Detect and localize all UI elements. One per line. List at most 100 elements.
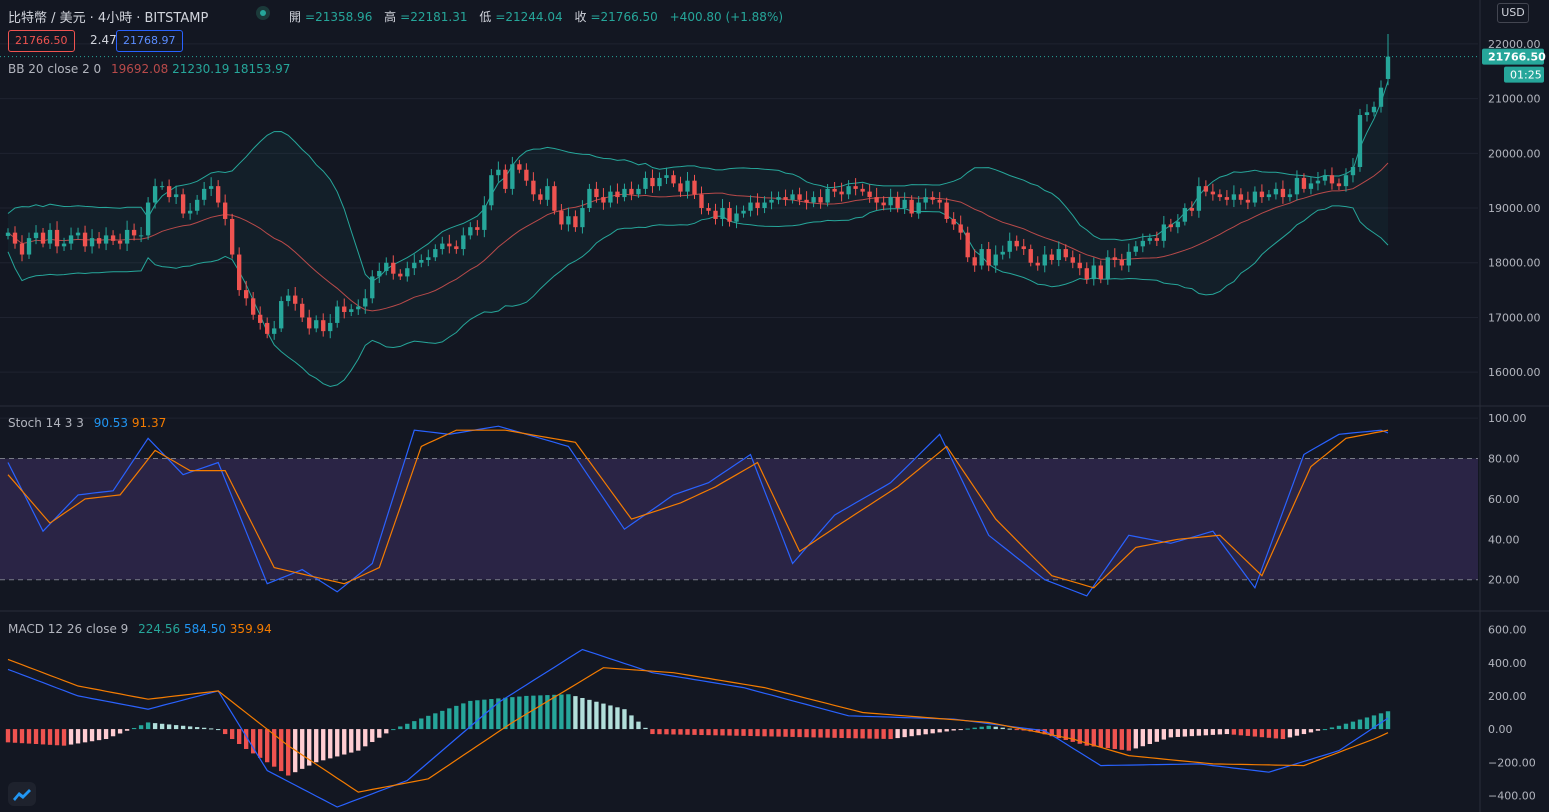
price-tick-label: 22000.00 (1488, 38, 1541, 51)
interval[interactable]: 4小時 (97, 11, 133, 26)
macd-histogram-bar (629, 715, 634, 730)
candle (1014, 235, 1019, 251)
candle-body (47, 229, 53, 244)
currency-button[interactable]: USD (1497, 3, 1529, 23)
candle (1063, 244, 1068, 262)
candle (1322, 169, 1328, 186)
macd-histogram-bar (545, 695, 550, 730)
candle (643, 171, 648, 194)
candle-body (75, 232, 81, 236)
candle-body (356, 306, 361, 310)
macd-tick-label: 400.00 (1488, 657, 1527, 670)
macd-histogram-bar (1266, 729, 1272, 738)
candle (1070, 250, 1075, 269)
candle-body (1252, 191, 1258, 203)
candle (496, 161, 501, 182)
candle-body (131, 229, 137, 236)
candle (1105, 250, 1110, 285)
candle (1007, 232, 1012, 259)
candle-body (236, 254, 242, 291)
sell-price-button[interactable]: 21766.50 (8, 30, 75, 52)
stoch-legend[interactable]: Stoch 14 3 3 90.53 91.37 (8, 416, 167, 430)
candle-body (1280, 188, 1286, 198)
macd-histogram-bar (958, 729, 963, 731)
macd-histogram-bar (699, 729, 704, 736)
macd-histogram-bar (1161, 729, 1167, 740)
macd-histogram-bar (412, 721, 417, 730)
candle-body (601, 197, 606, 203)
macd-histogram-bar (587, 699, 592, 730)
symbol-header[interactable]: 比特幣 / 美元 · 4小時 · BITSTAMP (8, 11, 209, 26)
candle (923, 188, 928, 210)
candle-body (258, 314, 263, 323)
candle-body (1385, 56, 1391, 79)
candle-body (972, 257, 977, 266)
candle (180, 188, 186, 219)
macd-histogram-bar (636, 721, 641, 730)
candle (412, 254, 417, 276)
macd-histogram-bar (1147, 729, 1152, 745)
candle-body (545, 186, 550, 200)
macd-histogram-bar (131, 727, 137, 730)
stoch-tick-label: 40.00 (1488, 533, 1520, 546)
macd-histogram-bar (138, 725, 144, 730)
macd-histogram-bar (1196, 729, 1202, 736)
last-price-label: 21766.50 (1488, 51, 1546, 64)
candle (1336, 178, 1342, 191)
candle-body (503, 169, 508, 189)
candle (482, 196, 487, 238)
candle-body (12, 232, 18, 244)
bb-legend[interactable]: BB 20 close 2 0 19692.08 21230.19 18153.… (8, 62, 291, 76)
candle (1343, 168, 1349, 192)
macd-histogram-bar (643, 727, 648, 730)
candle-body (314, 320, 319, 329)
macd-histogram-bar (384, 729, 389, 734)
buy-price-button[interactable]: 21768.97 (116, 30, 183, 52)
candle (972, 249, 977, 272)
macd-histogram-bar (1294, 729, 1300, 736)
candle-body (454, 246, 459, 250)
spread-value: 2.47 (90, 33, 117, 47)
bb-basis-value: 19692.08 (111, 62, 169, 76)
macd-legend[interactable]: MACD 12 26 close 9 224.56 584.50 359.94 (8, 622, 272, 636)
market-open-icon (256, 6, 270, 20)
macd-histogram-bar (1035, 729, 1040, 733)
macd-histogram-bar (804, 729, 809, 738)
candle-body (1343, 175, 1349, 187)
candle-body (825, 188, 830, 203)
macd-histogram-bar (1140, 729, 1145, 747)
candle-body (187, 210, 193, 214)
candle (965, 226, 970, 263)
candle (601, 188, 606, 210)
candle-body (902, 199, 907, 209)
candle (1364, 104, 1370, 122)
candle (47, 223, 53, 249)
candle-body (1210, 191, 1216, 195)
candle (671, 170, 676, 188)
candle-body (300, 303, 305, 318)
tradingview-logo-icon[interactable] (8, 782, 36, 806)
candle-body (1042, 254, 1047, 266)
candle (1140, 233, 1145, 253)
candle-body (643, 177, 648, 189)
candle (902, 192, 907, 214)
candle (1315, 171, 1321, 191)
macd-histogram-bar (1231, 729, 1237, 735)
macd-histogram-bar (335, 729, 340, 757)
candle (201, 181, 207, 206)
candle (930, 191, 935, 205)
macd-histogram-bar (839, 729, 844, 738)
macd-signal-value: 359.94 (229, 622, 272, 636)
candle-body (755, 202, 760, 209)
macd-histogram-bar (825, 729, 830, 738)
candle-body (783, 197, 788, 200)
candle (61, 237, 67, 251)
macd-histogram-bar (538, 695, 543, 730)
macd-histogram-bar (671, 729, 676, 735)
macd-histogram-bar (1182, 729, 1188, 737)
symbol-name[interactable]: 比特幣 / 美元 (8, 11, 86, 26)
macd-histogram-bar (1350, 721, 1356, 730)
candle (860, 183, 865, 196)
macd-histogram-bar (244, 729, 249, 749)
